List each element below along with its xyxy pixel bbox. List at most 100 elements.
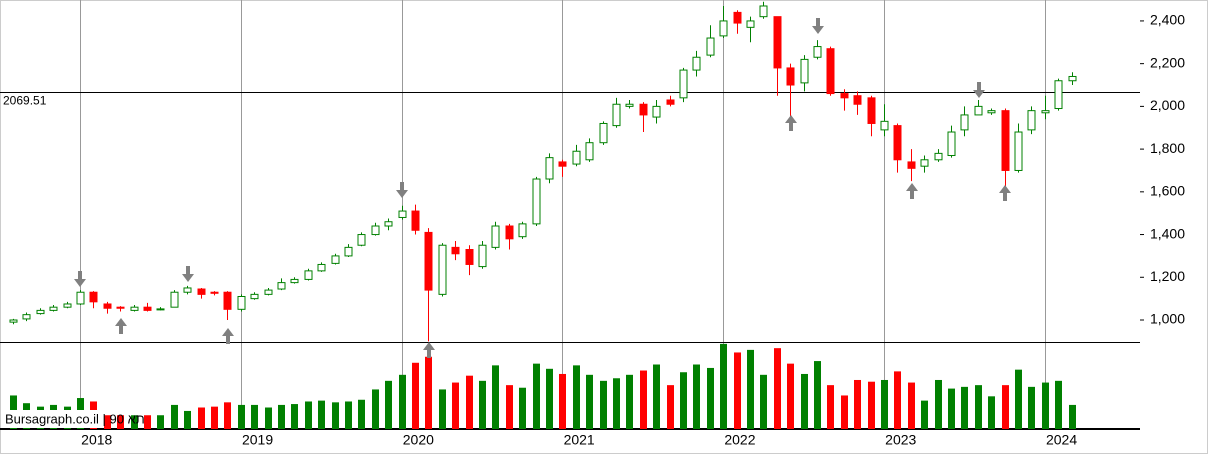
volume-bar [774, 348, 781, 429]
candle-body [505, 225, 514, 240]
candle-body [759, 5, 768, 18]
volume-bar [854, 379, 861, 429]
volume-bar [519, 387, 526, 429]
volume-bar [600, 380, 607, 429]
volume-bar [1042, 382, 1049, 429]
volume-bar [265, 407, 272, 429]
candle-body [170, 291, 179, 308]
volume-bar [881, 379, 888, 429]
volume-bar [332, 402, 339, 429]
candle-body [317, 263, 326, 272]
volume-bar [385, 380, 392, 429]
candle-body [156, 308, 165, 311]
volume-bar [760, 374, 767, 429]
candle-body [331, 255, 340, 264]
candle-body [1041, 110, 1050, 114]
volume-bar [131, 415, 138, 429]
candle-body [1014, 131, 1023, 171]
candle-body [545, 157, 554, 180]
volume-bar [586, 374, 593, 429]
candle-body [465, 249, 474, 265]
buy-arrow [999, 185, 1011, 201]
candle-body [116, 306, 125, 309]
candle-body [813, 46, 822, 58]
candle-body [880, 120, 889, 131]
candle-body [89, 291, 98, 303]
candle-body [277, 282, 286, 290]
volume-bar [841, 395, 848, 429]
candle-body [585, 142, 594, 161]
buy-arrow [222, 328, 234, 344]
volume-bar [211, 406, 218, 429]
volume-bar [613, 378, 620, 429]
candle-body [357, 234, 366, 246]
candle-body [210, 291, 219, 294]
y-tick-label: 1,000 [1150, 311, 1185, 327]
volume-bar [1069, 404, 1076, 429]
x-tick-label: 2023 [885, 432, 916, 448]
reference-label: 2069.51 [3, 94, 47, 108]
volume-bar [827, 385, 834, 429]
volume-bar [238, 404, 245, 429]
x-tick-label: 2020 [403, 432, 434, 448]
candle-body [1001, 110, 1010, 171]
volume-bar [506, 385, 513, 429]
volume-bar [667, 385, 674, 429]
candle-body [411, 210, 420, 231]
candle-body [197, 288, 206, 295]
candle-body [424, 231, 433, 291]
volume-bar [680, 372, 687, 429]
candle-body [22, 314, 31, 320]
volume-bar [466, 375, 473, 429]
volume-bar [224, 402, 231, 429]
candle-body [143, 306, 152, 311]
volume-bar [626, 374, 633, 429]
candle-body [826, 48, 835, 95]
volume-bar [653, 364, 660, 429]
y-tick-label: 1,800 [1150, 140, 1185, 156]
volume-bar [117, 415, 124, 429]
candle-body [907, 161, 916, 169]
candle-body [451, 246, 460, 255]
candle-body [183, 287, 192, 293]
candle-body [1054, 80, 1063, 110]
volume-bar [1055, 380, 1062, 429]
x-tick-label: 2021 [564, 432, 595, 448]
candle-body [398, 210, 407, 218]
candle-body [746, 20, 755, 28]
volume-bar [399, 374, 406, 429]
volume-bar [533, 363, 540, 429]
volume-bar [559, 373, 566, 429]
x-tick-label: 2024 [1046, 432, 1077, 448]
y-tick-label: 1,200 [1150, 268, 1185, 284]
candle-body [639, 103, 648, 116]
candle-body [692, 56, 701, 71]
volume-bar [345, 401, 352, 429]
candle-body [974, 105, 983, 116]
candle-body [49, 306, 58, 311]
candle-body [947, 131, 956, 157]
volume-bar [358, 399, 365, 429]
volume-bar [1028, 386, 1035, 429]
candle-body [1068, 75, 1077, 82]
x-tick-label: 2022 [724, 432, 755, 448]
candle-body [934, 152, 943, 161]
candle-body [987, 110, 996, 114]
candle-body [773, 16, 782, 69]
volume-bar [184, 410, 191, 429]
candle-body [960, 114, 969, 131]
candle-body [371, 225, 380, 236]
volume-bar [157, 415, 164, 429]
candle-body [250, 293, 259, 300]
candle-body [652, 105, 661, 118]
volume-bar [171, 404, 178, 429]
volume-bar [868, 381, 875, 429]
volume-bar [546, 368, 553, 429]
volume-bar [894, 371, 901, 429]
volume-bar [291, 404, 298, 429]
candle-body [625, 103, 634, 107]
volume-bar [948, 388, 955, 429]
candle-body [840, 93, 849, 99]
volume-bar [412, 362, 419, 429]
y-tick-label: 1,600 [1150, 183, 1185, 199]
